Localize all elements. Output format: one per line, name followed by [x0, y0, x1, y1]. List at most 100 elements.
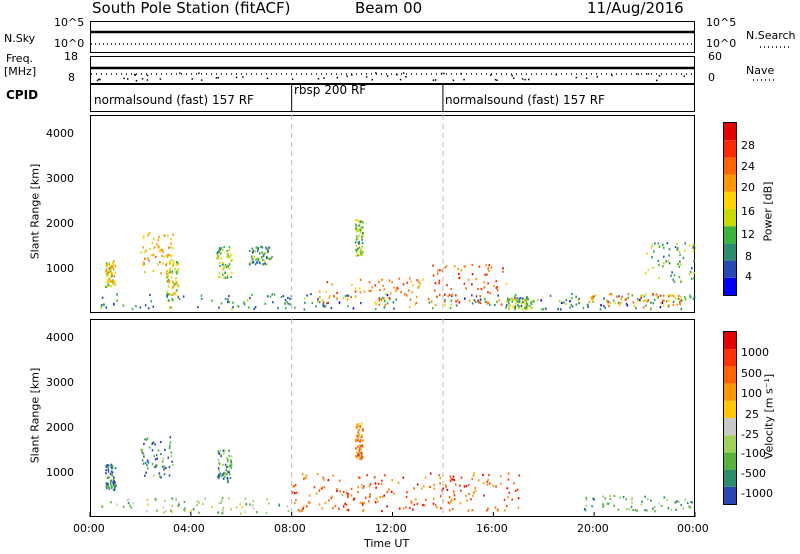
data-cell: [248, 249, 251, 253]
data-cell: [142, 462, 145, 465]
data-cell: [379, 495, 381, 499]
data-cell: [240, 512, 242, 515]
data-cell: [355, 254, 358, 257]
data-cell: [148, 259, 150, 262]
data-cell: [485, 300, 488, 303]
data-cell: [459, 484, 461, 487]
velocity-colorbar-tick: 500: [741, 367, 762, 380]
data-cell: [224, 473, 227, 476]
data-cell: [318, 290, 321, 293]
freq-label-line2: [MHz]: [4, 65, 37, 78]
data-cell: [256, 511, 258, 514]
freq-panel: [90, 56, 695, 84]
data-cell: [585, 504, 588, 507]
data-cell: [361, 483, 363, 487]
data-cell: [168, 246, 170, 249]
data-cell: [631, 294, 634, 297]
data-cell: [170, 306, 172, 309]
data-cell: [168, 306, 171, 309]
data-cell: [171, 497, 174, 500]
data-cell: [256, 249, 259, 252]
data-cell: [523, 306, 526, 309]
data-cell: [229, 462, 232, 465]
data-cell: [471, 477, 474, 481]
data-cell: [252, 260, 255, 264]
nave-point: [179, 72, 181, 74]
data-cell: [542, 308, 545, 311]
data-cell: [369, 483, 372, 486]
data-cell: [624, 298, 627, 301]
data-cell: [116, 299, 119, 302]
data-cell: [603, 297, 605, 300]
data-cell: [223, 452, 225, 455]
data-cell: [129, 504, 131, 507]
data-cell: [670, 294, 673, 297]
data-cell: [448, 509, 451, 512]
data-cell: [690, 277, 693, 281]
data-cell: [143, 442, 145, 446]
data-cell: [358, 428, 361, 432]
nave-point: [585, 77, 588, 79]
velocity-ytick: 3000: [46, 376, 74, 389]
data-cell: [172, 281, 175, 284]
data-cell: [226, 473, 228, 476]
power-colorbar-tick: 12: [741, 228, 755, 241]
data-cell: [412, 508, 414, 511]
data-cell: [166, 280, 169, 283]
data-cell: [672, 295, 675, 298]
data-cell: [358, 424, 360, 428]
data-cell: [588, 300, 591, 304]
colorbar-swatch: [724, 332, 736, 350]
nave-label: Nave: [746, 64, 775, 77]
data-cell: [110, 470, 113, 473]
data-cell: [105, 270, 107, 273]
data-cell: [358, 219, 360, 222]
data-cell: [167, 253, 170, 256]
data-cell: [358, 224, 360, 227]
power-colorbar-tick: 8: [745, 250, 752, 263]
data-cell: [146, 498, 149, 501]
data-cell: [362, 439, 364, 442]
data-cell: [105, 465, 108, 468]
data-cell: [141, 450, 143, 453]
data-cell: [405, 506, 407, 509]
data-cell: [467, 278, 470, 281]
data-cell: [612, 299, 615, 302]
data-cell: [421, 487, 423, 490]
data-cell: [444, 483, 447, 487]
data-cell: [105, 285, 107, 288]
data-cell: [112, 477, 115, 481]
data-cell: [644, 509, 647, 512]
data-cell: [336, 296, 338, 300]
data-cell: [357, 491, 359, 494]
data-cell: [229, 255, 231, 258]
data-cell: [262, 253, 265, 257]
data-cell: [130, 506, 133, 509]
data-cell: [386, 491, 389, 494]
data-cell: [289, 297, 291, 300]
data-cell: [359, 278, 362, 281]
power-ytick: 4000: [46, 127, 74, 140]
data-cell: [474, 300, 477, 303]
data-cell: [455, 304, 458, 307]
data-cell: [147, 503, 149, 506]
nave-point: [365, 76, 368, 78]
data-cell: [473, 299, 476, 302]
data-cell: [106, 271, 108, 275]
nave-point: [266, 77, 269, 80]
data-cell: [678, 500, 680, 503]
nave-point: [317, 78, 320, 80]
data-cell: [657, 259, 660, 262]
data-cell: [463, 485, 466, 488]
data-cell: [154, 458, 157, 461]
data-cell: [113, 484, 115, 488]
data-cell: [142, 452, 145, 455]
data-cell: [359, 226, 362, 229]
data-cell: [107, 270, 109, 273]
data-cell: [585, 498, 588, 501]
data-cell: [211, 299, 213, 302]
data-cell: [609, 293, 611, 296]
data-cell: [108, 476, 110, 479]
data-cell: [266, 295, 269, 298]
